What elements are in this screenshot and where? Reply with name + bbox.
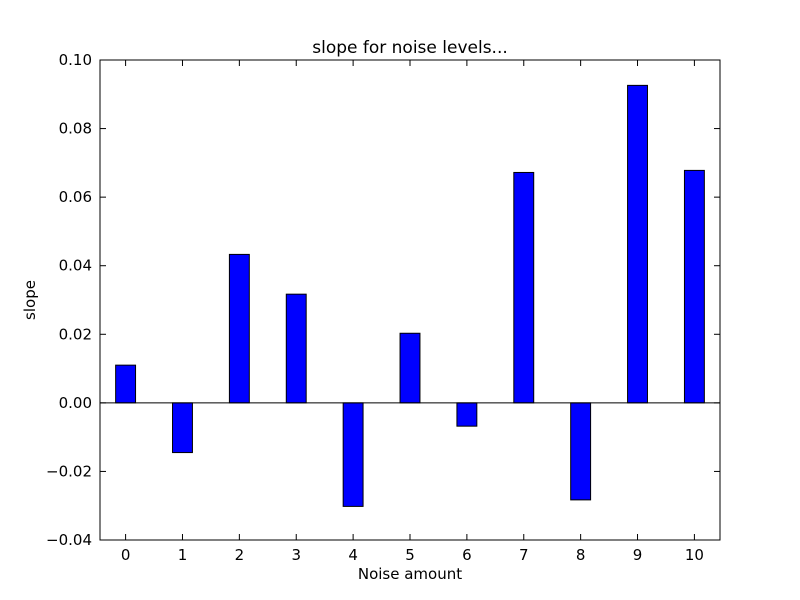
bar-1 [172, 402, 193, 454]
y-tick-label: 0.02 [59, 325, 92, 343]
y-axis-label: slope [21, 280, 39, 320]
x-tick-label: 8 [576, 546, 586, 564]
x-axis-label: Noise amount [358, 565, 462, 583]
plot-frame [99, 59, 721, 541]
y-tick-label: −0.02 [46, 462, 92, 480]
x-tick-label: 9 [633, 546, 643, 564]
y-tick-label: −0.04 [46, 531, 92, 549]
y-tick-label: 0.10 [59, 51, 92, 69]
x-tick-label: 2 [235, 546, 245, 564]
y-tick-label: 0.04 [59, 257, 92, 275]
bar-10 [683, 169, 705, 404]
bar-8 [570, 402, 592, 501]
bar-9 [627, 84, 648, 404]
plot-area: −0.04 −0.02 0.00 0.02 0.04 0.06 0.08 0.10 0 1 2 3 4 5… [46, 51, 721, 564]
x-tick-label: 7 [519, 546, 529, 564]
bar-2 [228, 253, 250, 404]
x-tick-label: 10 [685, 546, 704, 564]
y-tick-label: 0.00 [59, 394, 92, 412]
x-tick-label: 5 [405, 546, 415, 564]
bar-3 [285, 293, 307, 404]
chart-title: slope for noise levels... [312, 38, 508, 58]
x-tick-label: 1 [178, 546, 188, 564]
bar-6 [456, 402, 478, 427]
x-tick-label: 4 [348, 546, 358, 564]
y-tick-label: 0.08 [59, 120, 92, 138]
x-tick-label: 6 [462, 546, 472, 564]
bar-0 [115, 364, 137, 404]
x-tick-label: 3 [291, 546, 301, 564]
bar-7 [513, 171, 535, 404]
bar-4 [342, 402, 364, 507]
bar-5 [399, 332, 421, 404]
x-tick-label: 0 [121, 546, 131, 564]
y-tick-label: 0.06 [59, 188, 92, 206]
